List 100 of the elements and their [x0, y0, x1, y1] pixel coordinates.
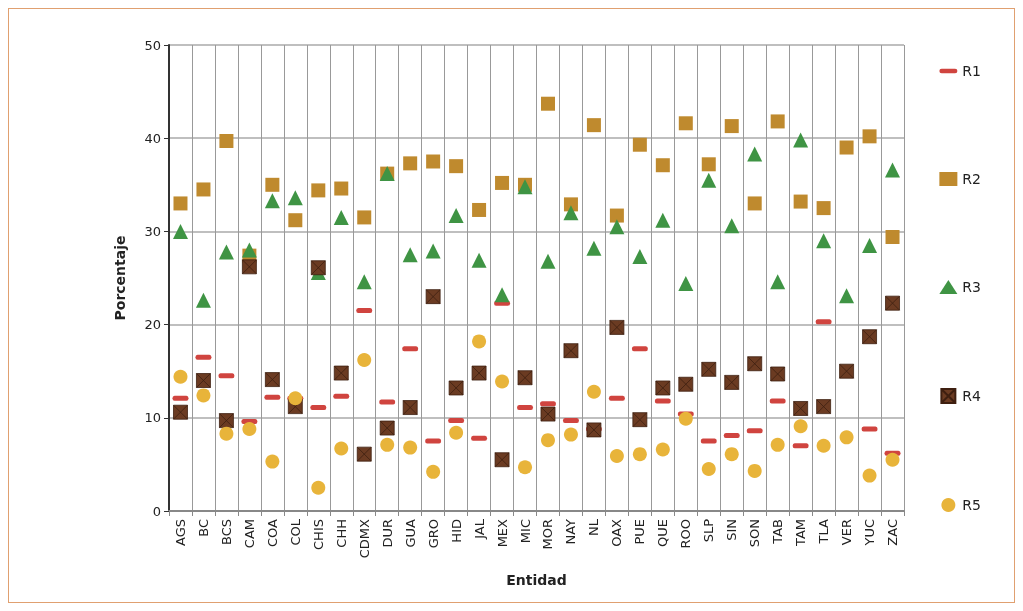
legend-label: R5 — [962, 497, 982, 513]
point — [518, 460, 533, 475]
y-tick-label: 50 — [144, 37, 161, 53]
point — [540, 406, 556, 422]
point — [862, 468, 877, 483]
x-tick-label: YUC — [862, 519, 878, 547]
point — [541, 433, 555, 448]
point — [655, 158, 670, 173]
point — [655, 212, 671, 228]
point — [655, 380, 671, 396]
x-tick-label: CDMX — [356, 518, 372, 559]
point — [563, 343, 579, 359]
x-axis-title: Entidad — [506, 572, 567, 588]
point — [678, 116, 693, 131]
legend-label: R4 — [962, 388, 982, 404]
point — [173, 404, 188, 420]
x-tick-label: TLA — [816, 518, 832, 545]
point — [472, 334, 487, 349]
point — [839, 140, 854, 155]
point — [563, 205, 579, 221]
point — [609, 208, 624, 223]
point — [449, 159, 464, 174]
y-axis-title: Porcentaje — [112, 235, 128, 321]
point — [379, 420, 395, 436]
point — [839, 288, 855, 304]
point — [333, 209, 349, 225]
point — [885, 295, 900, 311]
x-tick-label: HID — [448, 519, 464, 543]
point — [885, 229, 900, 244]
point — [425, 243, 441, 259]
point — [426, 464, 441, 479]
point — [793, 132, 809, 148]
x-tick-label: SIN — [724, 519, 740, 541]
x-tick-label: GUA — [402, 518, 418, 548]
x-tick-label: PUE — [632, 519, 648, 545]
point — [219, 426, 234, 441]
x-tick-label: BCS — [218, 519, 234, 546]
point — [264, 193, 280, 209]
x-tick-label: CHH — [333, 519, 349, 548]
point — [655, 442, 670, 457]
x-tick-label: MEX — [494, 518, 510, 548]
x-tick-label: JAL — [471, 518, 487, 540]
point — [724, 218, 740, 234]
point — [701, 361, 717, 377]
y-tick-label: 40 — [144, 130, 161, 146]
x-tick-label: COL — [287, 518, 303, 546]
point — [747, 146, 763, 162]
point — [747, 196, 762, 211]
point — [885, 452, 900, 467]
x-tick-label: ZAC — [885, 519, 901, 546]
point — [678, 276, 694, 292]
point — [195, 292, 211, 308]
point — [517, 370, 533, 386]
point — [747, 356, 763, 372]
point — [770, 274, 786, 290]
point — [333, 365, 349, 381]
point — [724, 119, 739, 134]
point — [609, 320, 625, 335]
point — [701, 172, 717, 188]
point — [356, 274, 372, 290]
point — [540, 253, 556, 269]
x-tick-label: AGS — [172, 519, 188, 546]
point — [219, 134, 234, 148]
point — [402, 247, 418, 263]
point — [173, 369, 188, 384]
point — [310, 260, 326, 276]
point — [311, 183, 326, 198]
point — [862, 129, 877, 144]
point — [288, 213, 303, 228]
point — [426, 154, 441, 169]
point — [403, 440, 418, 455]
x-tick-label: MOR — [540, 519, 556, 550]
x-tick-label: ROO — [678, 519, 694, 549]
point — [196, 373, 211, 388]
point — [425, 289, 441, 305]
x-tick-label: COA — [264, 518, 280, 547]
point — [701, 157, 716, 172]
point — [264, 372, 280, 387]
y-tick-label: 30 — [144, 223, 161, 239]
point — [172, 223, 188, 239]
x-tick-label: GRO — [425, 519, 441, 549]
point — [632, 137, 647, 152]
point — [196, 182, 211, 197]
x-tick-label: TAB — [770, 519, 786, 545]
point — [609, 219, 625, 235]
point — [793, 419, 808, 434]
point — [334, 441, 349, 456]
x-tick-label: SON — [747, 519, 763, 548]
point — [218, 244, 234, 260]
point — [816, 201, 831, 216]
point — [173, 196, 188, 211]
x-tick-label: CAM — [241, 519, 257, 549]
legend-label: R1 — [962, 63, 982, 79]
point — [724, 447, 739, 462]
point — [770, 437, 785, 452]
point — [839, 430, 854, 445]
point — [311, 480, 326, 495]
x-tick-label: NAY — [563, 518, 579, 545]
x-tick-label: NL — [586, 518, 602, 536]
point — [241, 259, 257, 275]
